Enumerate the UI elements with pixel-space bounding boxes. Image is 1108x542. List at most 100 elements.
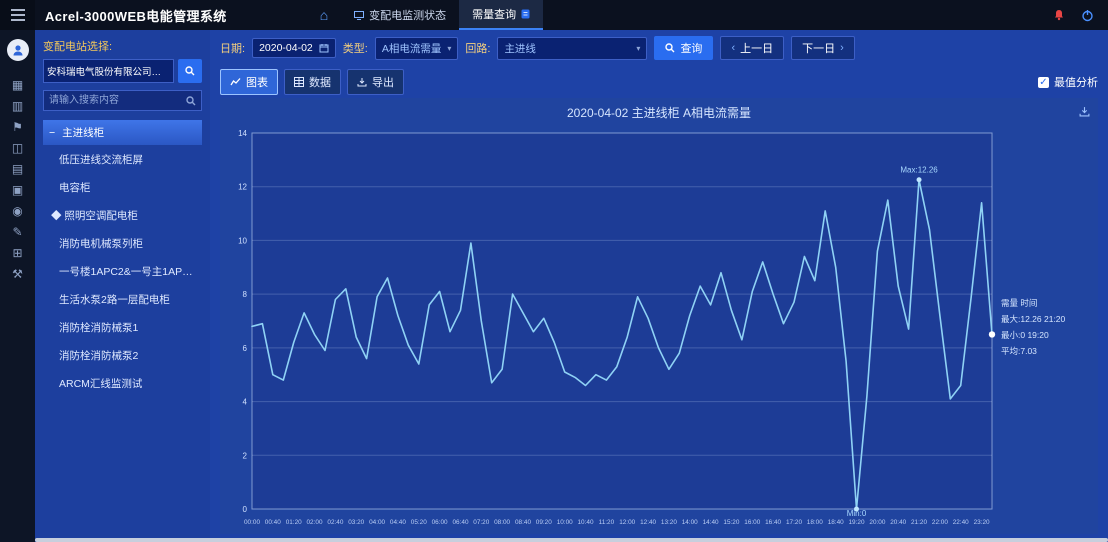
tree-item[interactable]: 低压进线交流柜屏 <box>59 153 143 166</box>
svg-text:02:40: 02:40 <box>327 519 343 526</box>
icon-rail: ▦ ▥ ⚑ ◫ ▤ ▣ ◉ ✎ ⊞ ⚒ <box>0 30 35 542</box>
svg-text:10:00: 10:00 <box>557 519 573 526</box>
svg-text:11:20: 11:20 <box>599 519 615 526</box>
svg-text:06:00: 06:00 <box>432 519 448 526</box>
collapse-icon: − <box>49 126 56 139</box>
svg-text:23:20: 23:20 <box>974 519 990 526</box>
icon-rail-items: ▦ ▥ ⚑ ◫ ▤ ▣ ◉ ✎ ⊞ ⚒ <box>12 74 23 284</box>
nav-home[interactable]: ⌂ <box>307 0 341 30</box>
extremes-checkbox[interactable]: ✓ 最值分析 <box>1038 74 1098 90</box>
home-icon: ⌂ <box>319 7 329 23</box>
edit-icon[interactable]: ✎ <box>12 224 23 239</box>
station-select-label: 变配电站选择: <box>43 41 113 53</box>
station-select[interactable]: 安科瑞电气股份有限公司变电所 <box>43 59 174 83</box>
topbar-actions <box>1053 9 1108 22</box>
svg-text:2: 2 <box>243 451 248 460</box>
report-icon[interactable]: ▤ <box>11 161 24 176</box>
chart-icon[interactable]: ◫ <box>11 140 24 155</box>
target-icon[interactable]: ◉ <box>12 203 23 218</box>
tab-label: 图表 <box>246 77 268 89</box>
svg-text:13:20: 13:20 <box>661 519 677 526</box>
top-nav: ⌂ 变配电监测状态 需量查询 <box>307 0 544 30</box>
svg-text:10: 10 <box>238 236 247 245</box>
svg-text:04:40: 04:40 <box>390 519 406 526</box>
view-toolbar: 图表 数据 导出 ✓ 最值分析 <box>210 66 1108 98</box>
tree-item[interactable]: 消防栓消防械泵1 <box>59 321 139 334</box>
svg-text:21:20: 21:20 <box>911 519 927 526</box>
hamburger-menu-button[interactable] <box>0 0 35 30</box>
search-icon <box>186 95 196 105</box>
demand-line-chart[interactable]: 0 2 4 6 8 10 12 14 00:00 00:40 01:20 02:00 02:40 03:2… <box>226 123 998 531</box>
next-day-button[interactable]: 下一日 › <box>791 36 855 60</box>
app-title: Acrel-3000WEB电能管理系统 <box>45 8 227 24</box>
document-icon[interactable]: ▣ <box>11 182 24 197</box>
apps-icon[interactable]: ▦ <box>11 77 24 92</box>
svg-text:8: 8 <box>243 290 248 299</box>
tree-item[interactable]: ◆ 照明空调配电柜 <box>51 209 138 222</box>
chevron-down-icon: ▾ <box>447 43 452 53</box>
tree-item[interactable]: 生活水泵2路一层配电柜 <box>59 293 170 306</box>
tree-item[interactable]: 消防栓消防械泵2 <box>59 349 139 362</box>
flag-icon[interactable]: ⚑ <box>12 119 23 134</box>
svg-text:00:00: 00:00 <box>244 519 260 526</box>
nav-demand-query[interactable]: 需量查询 <box>459 0 544 30</box>
svg-text:06:40: 06:40 <box>453 519 469 526</box>
type-select[interactable]: A相电流需量 ▾ <box>374 36 459 60</box>
svg-text:14:00: 14:00 <box>682 519 698 526</box>
horizontal-scrollbar[interactable] <box>35 538 1108 542</box>
date-value: 2020-04-02 <box>259 42 313 54</box>
svg-text:12:00: 12:00 <box>619 519 635 526</box>
nav-substation-status[interactable]: 变配电监测状态 <box>341 0 459 30</box>
calendar-icon <box>319 44 329 53</box>
alarm-icon[interactable] <box>1053 9 1065 21</box>
power-icon[interactable] <box>1081 9 1094 22</box>
tree-item[interactable]: 一号楼1APC2&一号主1APC1柜 <box>59 265 202 278</box>
station-panel: 变配电站选择: 安科瑞电气股份有限公司变电所 − 主进线柜 低压进线交流柜屏电容… <box>35 30 210 542</box>
prev-day-label: 上一日 <box>740 43 774 55</box>
tab-export[interactable]: 导出 <box>347 69 404 95</box>
svg-text:16:40: 16:40 <box>765 519 781 526</box>
svg-text:6: 6 <box>243 344 248 353</box>
svg-text:08:00: 08:00 <box>494 519 510 526</box>
svg-text:22:00: 22:00 <box>932 519 948 526</box>
svg-text:20:00: 20:00 <box>869 519 885 526</box>
tab-label: 数据 <box>309 77 331 89</box>
svg-text:08:40: 08:40 <box>515 519 531 526</box>
loop-value: 主进线 <box>504 42 536 55</box>
tab-label: 导出 <box>372 77 394 89</box>
svg-text:20:40: 20:40 <box>890 519 906 526</box>
device-tree: − 主进线柜 低压进线交流柜屏 电容柜 ◆ 照明空调配电柜消防电机械泵列柜一号楼1A… <box>43 120 202 397</box>
legend-line: 最大:12.26 21:20 <box>1001 314 1066 324</box>
tree-item[interactable]: 电容柜 <box>59 181 91 194</box>
tree-item[interactable]: ARCM汇线监测试 <box>59 377 143 390</box>
legend-line: 最小:0 19:20 <box>1001 330 1049 340</box>
tab-chart[interactable]: 图表 <box>220 69 278 95</box>
user-avatar[interactable] <box>6 39 29 61</box>
tree-item[interactable]: 消防电机械泵列柜 <box>59 237 143 250</box>
svg-text:04:00: 04:00 <box>369 519 385 526</box>
query-button[interactable]: 查询 <box>654 36 714 60</box>
legend-line: 平均:7.03 <box>1001 346 1037 356</box>
legend-line: 需量 时间 <box>1001 298 1038 308</box>
chevron-right-icon: › <box>840 42 844 54</box>
svg-text:0: 0 <box>243 505 248 514</box>
chart-title: 2020-04-02 主进线柜 A相电流需量 <box>566 106 752 120</box>
svg-text:18:00: 18:00 <box>807 519 823 526</box>
monitor-icon[interactable]: ▥ <box>11 98 24 113</box>
monitor-icon <box>354 10 365 20</box>
svg-text:05:20: 05:20 <box>411 519 427 526</box>
tab-data[interactable]: 数据 <box>284 69 341 95</box>
station-search-button[interactable] <box>178 59 202 83</box>
tree-root-item[interactable]: − 主进线柜 <box>43 120 202 145</box>
prev-day-button[interactable]: ‹ 上一日 <box>720 36 785 60</box>
tools-icon[interactable]: ⚒ <box>12 266 23 281</box>
grid-icon[interactable]: ⊞ <box>12 245 23 260</box>
loop-select[interactable]: 主进线 ▾ <box>497 36 648 60</box>
tree-search-input[interactable] <box>49 91 186 110</box>
svg-text:4: 4 <box>243 398 248 407</box>
date-picker[interactable]: 2020-04-02 <box>252 38 336 58</box>
chart-panel: 2020-04-02 主进线柜 A相电流需量 0 2 4 6 8 10 12 14 00:00 0… <box>220 98 1098 534</box>
download-icon[interactable] <box>1079 104 1090 122</box>
svg-text:01:20: 01:20 <box>286 519 302 526</box>
svg-text:14:40: 14:40 <box>703 519 719 526</box>
